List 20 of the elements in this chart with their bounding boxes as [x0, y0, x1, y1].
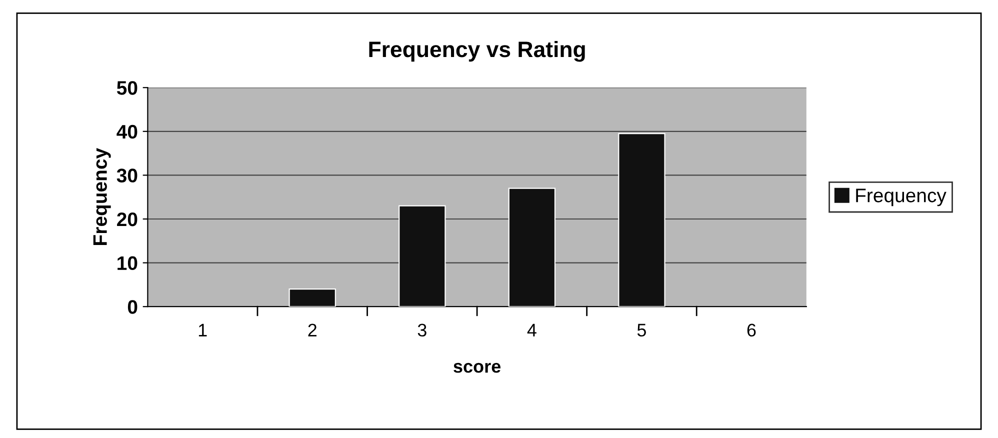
chart-title: Frequency vs Rating — [369, 40, 585, 62]
y-tick-label: 0 — [128, 300, 138, 314]
bar — [508, 188, 556, 307]
y-tick-label: 50 — [116, 81, 138, 95]
y-axis-title: Frequency — [93, 148, 111, 245]
x-axis-title: score — [454, 362, 501, 373]
x-tick-label: 6 — [747, 324, 756, 337]
y-tick-label: 20 — [117, 212, 138, 226]
bar — [398, 205, 446, 307]
legend-label: Frequency — [856, 188, 946, 206]
y-tick-label: 30 — [116, 168, 138, 182]
y-tick-label: 10 — [118, 256, 138, 270]
x-tick-label: 4 — [527, 324, 536, 336]
bar — [288, 288, 336, 307]
x-tick-label: 5 — [637, 324, 646, 337]
x-tick-label: 3 — [418, 324, 426, 337]
y-tick-label: 40 — [116, 124, 138, 139]
x-tick-label: 1 — [198, 324, 207, 336]
bar — [618, 133, 666, 307]
x-tick-label: 2 — [308, 324, 316, 336]
